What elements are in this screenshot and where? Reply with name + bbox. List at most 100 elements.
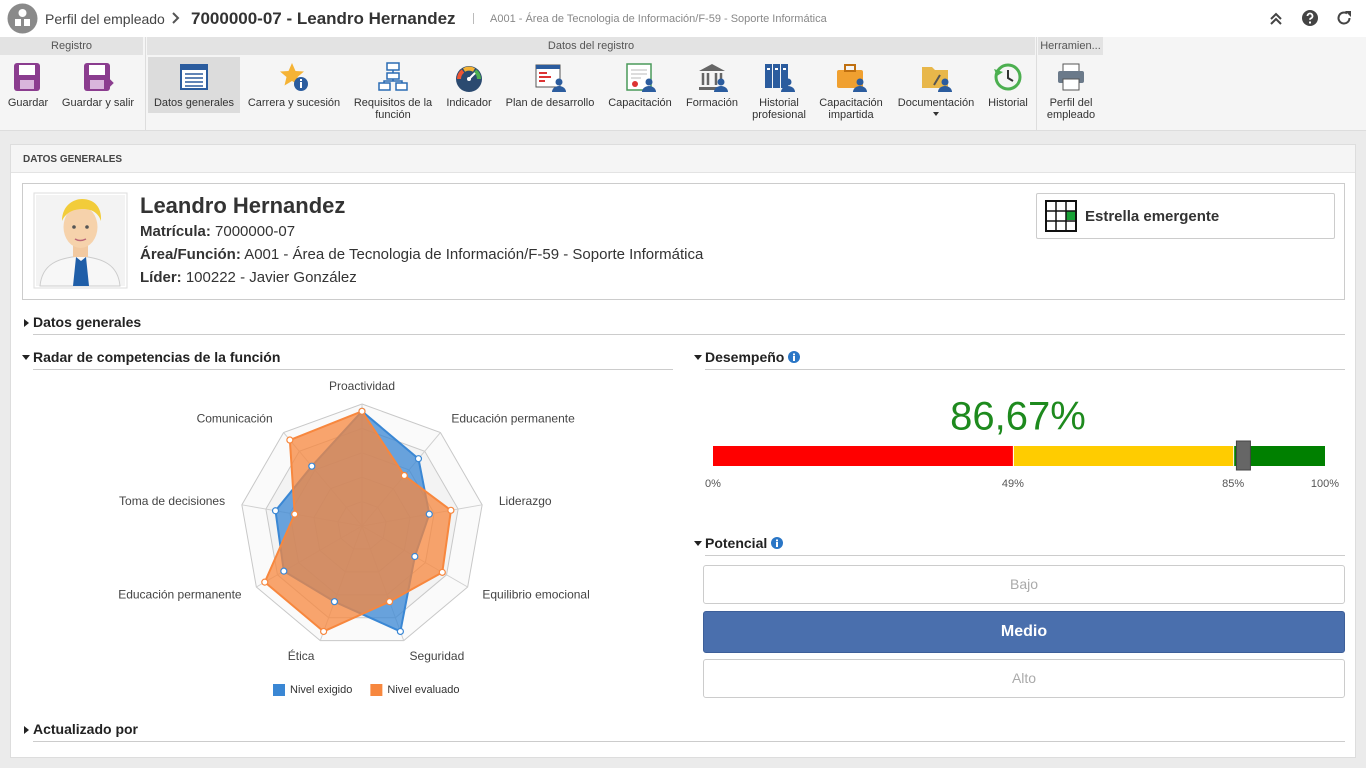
field-value: 7000000-07 [215, 223, 296, 240]
icon [815, 61, 887, 93]
field-row: Matrícula: 7000000-07 [140, 223, 295, 240]
group-divider [145, 37, 146, 131]
button-label: Carrera y sucesión [247, 97, 341, 109]
group-title: Datos del registro [147, 37, 1035, 55]
panel-title[interactable]: Desempeño [694, 349, 784, 365]
potential-option[interactable]: Medio [703, 611, 1345, 653]
group-title: Registro [0, 37, 143, 55]
dropdown-caret [933, 112, 939, 119]
avatar [33, 192, 128, 289]
toolbar-button[interactable]: Guardar y salir [58, 57, 138, 113]
button-label: Plan de desarrollo [505, 97, 595, 109]
radar-chart: Proactividad Educación permanente Liderazg… [118, 379, 590, 696]
header: Perfil del empleado 7000000-07 - Leandro… [0, 0, 1366, 37]
breadcrumb[interactable]: Perfil del empleado [45, 11, 165, 27]
panel-title[interactable]: Actualizado por [22, 721, 138, 737]
data-point [320, 627, 328, 636]
icon [441, 61, 497, 93]
gauge-segment [1234, 446, 1325, 466]
badge[interactable]: Estrella emergente [1036, 193, 1335, 239]
panel-title[interactable]: Radar de competencias de la función [22, 349, 280, 365]
field-label: Matrícula: [140, 223, 211, 240]
toolbar-button[interactable]: Formación [682, 57, 742, 113]
axis-label: Equilibrio emocional [482, 588, 589, 602]
data-point [425, 510, 433, 518]
help-icon[interactable] [1302, 10, 1318, 26]
potential-option[interactable]: Bajo [703, 565, 1345, 604]
toolbar-button[interactable]: Guardar [2, 57, 54, 113]
button-label: Historial profesional [752, 97, 806, 121]
data-point [280, 567, 288, 575]
data-point [308, 462, 316, 470]
axis-label: Proactividad [329, 379, 395, 393]
toolbar-button[interactable]: Requisitos de la función [348, 57, 438, 121]
field-value: A001 - Área de Tecnologia de Información… [244, 246, 704, 263]
legend-label[interactable]: Nivel evaluado [387, 684, 459, 696]
gauge-tick-label: 100% [1311, 478, 1339, 490]
button-label: Requisitos de la función [353, 97, 433, 121]
toolbar-button[interactable]: Carrera y sucesión [246, 57, 342, 113]
toolbar-button[interactable]: Datos generales [148, 57, 240, 113]
icon [682, 61, 742, 93]
axis-label: Educación permanente [118, 588, 242, 602]
info-icon[interactable] [771, 537, 783, 549]
record-subtitle: A001 - Área de Tecnologia de Información… [490, 13, 827, 25]
icon-graphic [994, 63, 1022, 91]
rule [705, 555, 1345, 556]
button-label: Guardar [7, 97, 49, 109]
data-point [330, 598, 339, 606]
toolbar: Registro Guardar Guardar y salir Datos del … [0, 37, 1366, 131]
button-label: Perfil del empleado [1046, 97, 1096, 121]
panel-title[interactable]: Potencial [694, 535, 767, 551]
gauge-tick-label: 49% [1002, 478, 1024, 490]
profile-card: Leandro Hernandez Matrícula: 7000000-07 … [22, 183, 1345, 300]
icon-graphic [14, 63, 40, 91]
data-point [447, 506, 455, 514]
button-label: Datos generales [153, 97, 235, 109]
toolbar-button[interactable]: Perfil del empleado [1041, 57, 1101, 121]
info-icon[interactable] [788, 351, 800, 363]
toolbar-button[interactable]: Historial [982, 57, 1034, 113]
refresh-icon[interactable] [1336, 10, 1352, 26]
legend-swatch[interactable] [273, 684, 285, 696]
field-row: Área/Función: A001 - Área de Tecnologia … [140, 246, 703, 263]
icon-graphic [626, 63, 656, 92]
icon [148, 61, 240, 93]
button-label: Capacitación impartida [819, 97, 883, 121]
icon [348, 61, 438, 93]
icon-graphic [699, 64, 728, 92]
potential-option[interactable]: Alto [703, 659, 1345, 698]
gauge-segment [713, 446, 1013, 466]
separator [473, 13, 474, 24]
field-label: Líder: [140, 269, 182, 286]
toolbar-button[interactable]: Capacitación impartida [815, 57, 887, 121]
toolbar-button[interactable]: Plan de desarrollo [502, 57, 598, 113]
data-point [396, 627, 404, 636]
icon-graphic [456, 66, 482, 92]
toolbar-button[interactable]: Indicador [441, 57, 497, 113]
group-divider [1036, 37, 1037, 131]
panel-title[interactable]: Datos generales [22, 314, 141, 330]
icon-graphic [837, 64, 867, 92]
logo [7, 3, 38, 34]
toolbar-button[interactable]: Documentación [896, 57, 976, 116]
legend-label[interactable]: Nivel exigido [290, 684, 352, 696]
button-label: Historial [988, 97, 1028, 109]
data-point [400, 471, 408, 480]
data-point [261, 578, 269, 586]
toolbar-button[interactable]: Capacitación [608, 57, 672, 113]
icon-graphic [922, 67, 952, 92]
icon-graphic [765, 64, 795, 92]
icon-graphic [180, 64, 208, 90]
collapse-icon[interactable] [1268, 10, 1284, 26]
toolbar-button[interactable]: Historial profesional [749, 57, 809, 121]
icon-graphic [378, 62, 408, 91]
legend-swatch[interactable] [370, 684, 383, 696]
icon [2, 61, 54, 93]
icon-graphic [535, 64, 566, 92]
data-point [385, 598, 394, 606]
rule [33, 334, 1345, 335]
button-label: Documentación [897, 97, 975, 109]
